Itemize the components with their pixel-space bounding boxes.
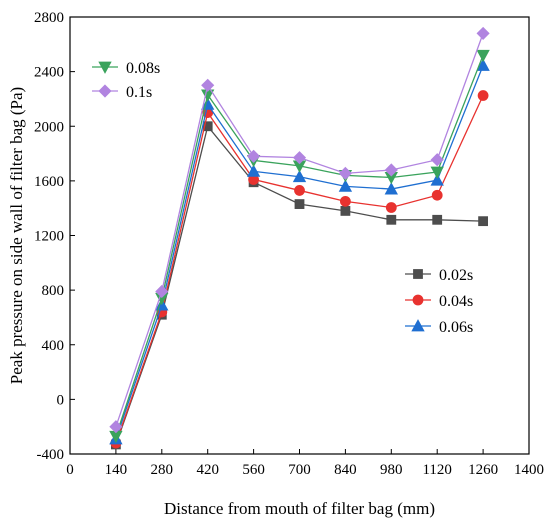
legend-item-0.04s: 0.04s: [405, 293, 473, 310]
legend-marker-0.02s: [413, 269, 423, 279]
data-point-0.06s-840: [338, 179, 353, 192]
data-point-0.1s-280: [155, 284, 169, 299]
x-tick-label-1400: 1400: [514, 462, 544, 478]
x-tick-label-560: 560: [242, 462, 265, 478]
data-point-0.04s-700: [294, 185, 305, 196]
legend-label-0.06s: 0.06s: [439, 319, 473, 336]
data-point-0.1s-700: [292, 151, 307, 165]
x-tick-label-980: 980: [380, 462, 403, 478]
y-axis-title: Peak pressure on side wall of filter bag…: [7, 87, 26, 384]
data-point-0.02s-840: [340, 206, 351, 216]
y-tick-label-1600: 1600: [34, 174, 64, 190]
y-tick-label-1200: 1200: [34, 229, 64, 245]
data-point-0.1s-140: [109, 420, 123, 434]
legend-marker-0.06s: [411, 319, 425, 332]
x-axis-title: Distance from mouth of filter bag (mm): [164, 499, 435, 518]
y-tick-label-400: 400: [42, 338, 65, 354]
data-point-0.1s-840: [338, 166, 352, 180]
data-point-0.04s-1260: [477, 90, 489, 101]
x-tick-label-1120: 1120: [422, 462, 451, 478]
data-point-0.1s-420: [201, 78, 215, 92]
series-0.06s: [109, 58, 490, 445]
legend-top-left: 0.08s 0.1s: [92, 60, 160, 101]
y-tick-label-2000: 2000: [34, 119, 64, 135]
data-point-0.02s-1260: [478, 216, 489, 227]
data-point-0.06s-1260: [476, 58, 490, 71]
legend-item-0.08s: 0.08s: [92, 60, 160, 77]
data-point-0.04s-1120: [431, 189, 443, 201]
x-tick-label-840: 840: [334, 462, 357, 478]
legend-label-0.02s: 0.02s: [439, 267, 473, 284]
y-tick-label-0: 0: [57, 392, 65, 408]
series-0.1s: [109, 26, 490, 434]
x-tick-label-1260: 1260: [468, 462, 498, 478]
y-tick-label-2400: 2400: [34, 65, 64, 81]
series-0.08s: [109, 49, 490, 444]
data-point-0.06s-980: [384, 182, 398, 195]
data-point-0.1s-1260: [476, 26, 490, 40]
y-tick-label-2800: 2800: [34, 10, 64, 26]
x-tick-label-280: 280: [151, 462, 174, 478]
data-point-0.1s-980: [384, 163, 398, 177]
legend-label-0.1s: 0.1s: [126, 84, 152, 101]
x-tick-label-140: 140: [105, 462, 128, 478]
data-point-0.1s-560: [247, 149, 261, 163]
data-point-0.04s-840: [339, 195, 351, 207]
x-tick-label-700: 700: [288, 462, 311, 478]
data-point-0.1s-1120: [430, 153, 444, 167]
legends: 0.08s 0.1s 0.02s 0.04s 0.06s: [92, 60, 473, 336]
y-tick-label-800: 800: [42, 283, 65, 299]
legend-middle-right: 0.02s 0.04s 0.06s: [405, 267, 473, 336]
data-point-0.06s-1120: [430, 173, 444, 186]
series-line-0.04s: [115, 95, 484, 444]
data-point-0.06s-560: [246, 164, 261, 177]
legend-marker-0.1s: [98, 84, 112, 98]
data-point-0.08s-1260: [476, 49, 490, 63]
series-line-0.08s: [115, 54, 484, 437]
x-tick-label-0: 0: [66, 462, 74, 478]
y-tick-label--400: -400: [37, 447, 65, 463]
legend-label-0.08s: 0.08s: [126, 60, 160, 77]
data-point-0.02s-700: [294, 199, 305, 209]
series-group: [109, 26, 490, 450]
legend-item-0.02s: 0.02s: [405, 267, 473, 284]
plot-frame: [69, 16, 530, 455]
legend-label-0.04s: 0.04s: [439, 293, 473, 310]
data-point-0.02s-1120: [432, 214, 443, 225]
legend-item-0.1s: 0.1s: [92, 84, 152, 101]
legend-marker-0.04s: [412, 294, 424, 306]
data-point-0.08s-1120: [430, 166, 444, 179]
series-line-0.1s: [115, 33, 484, 427]
axis-ticks: 0 140 280 420 560 700 840 980 1120 1260 1400-40004…: [34, 10, 544, 478]
legend-marker-0.08s: [98, 61, 112, 74]
data-point-0.02s-980: [386, 214, 397, 225]
series-0.04s: [110, 90, 489, 449]
data-point-0.06s-700: [292, 169, 307, 183]
x-tick-label-420: 420: [196, 462, 219, 478]
data-point-0.04s-980: [385, 202, 397, 213]
legend-item-0.06s: 0.06s: [405, 319, 473, 336]
